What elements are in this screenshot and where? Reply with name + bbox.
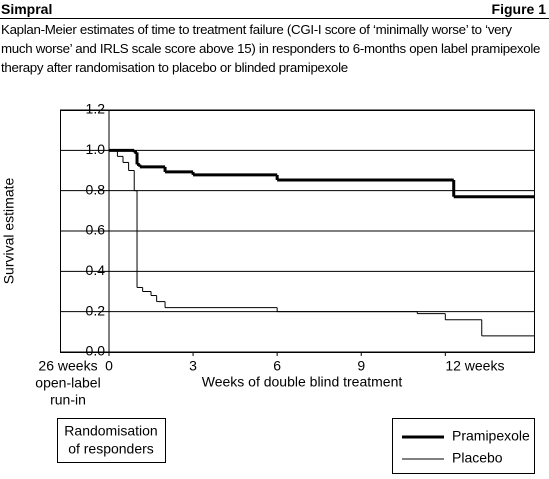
run-in-label: open-label bbox=[35, 375, 100, 391]
x-tick-label: 6 bbox=[273, 358, 281, 374]
x-axis-label: Weeks of double blind treatment bbox=[202, 374, 403, 390]
x-tick-label: 9 bbox=[357, 358, 365, 374]
brand: Simpral bbox=[1, 1, 53, 17]
legend-box bbox=[392, 418, 535, 474]
y-tick-label: 1.2 bbox=[86, 101, 106, 117]
legend-label: Placebo bbox=[452, 450, 503, 466]
x-tick-label: 0 bbox=[105, 358, 113, 374]
run-in-label: 26 weeks bbox=[38, 358, 97, 374]
y-tick-label: 0.4 bbox=[86, 262, 106, 278]
run-in-label: run-in bbox=[50, 392, 86, 408]
x-tick-label: 12 weeks bbox=[445, 358, 504, 374]
x-tick-label: 3 bbox=[189, 358, 197, 374]
legend-label: Pramipexole bbox=[452, 428, 530, 444]
y-tick-label: 0.6 bbox=[86, 222, 106, 238]
y-tick-label: 1.0 bbox=[86, 141, 106, 157]
y-tick-label: 0.2 bbox=[86, 302, 106, 318]
y-tick-label: 0.0 bbox=[86, 343, 106, 359]
y-tick-label: 0.8 bbox=[86, 181, 106, 197]
figure-label: Figure 1 bbox=[491, 1, 546, 17]
randomisation-label: Randomisation bbox=[64, 423, 157, 439]
randomisation-box bbox=[57, 418, 166, 463]
y-axis-label: Survival estimate bbox=[1, 177, 17, 284]
randomisation-label: of responders bbox=[68, 441, 154, 457]
chart-title: Kaplan-Meier estimates of time to treatm… bbox=[1, 22, 541, 75]
